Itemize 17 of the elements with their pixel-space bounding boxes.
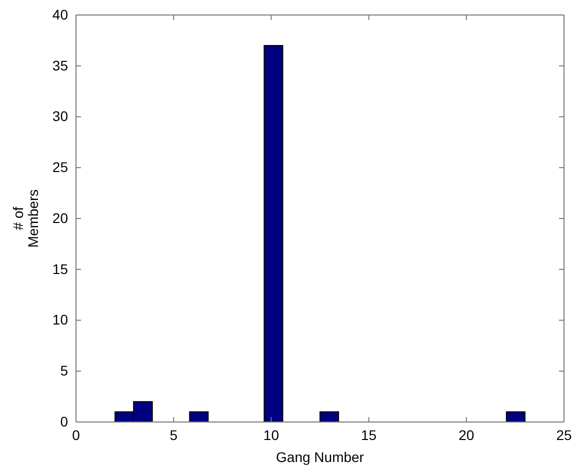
x-axis-title: Gang Number	[276, 449, 364, 465]
y-tick-label: 35	[52, 57, 68, 74]
x-tick-label: 25	[556, 426, 572, 443]
y-tick-label: 30	[52, 108, 68, 124]
y-tick-label: 20	[52, 210, 68, 226]
x-tick-label: 15	[361, 426, 377, 443]
x-tick-label: 5	[170, 426, 178, 443]
x-tick-label: 0	[72, 426, 80, 443]
y-tick-label: 15	[52, 260, 68, 277]
x-tick-label: 20	[458, 426, 474, 443]
y-tick-label: 40	[52, 6, 68, 22]
y-tick-label: 0	[60, 413, 68, 430]
x-tick-label: 10	[263, 426, 280, 443]
y-tick-label: 25	[52, 159, 68, 176]
y-tick-label: 5	[60, 362, 68, 379]
y-tick-label: 10	[52, 312, 68, 328]
y-axis-title: # of Members	[10, 189, 41, 248]
